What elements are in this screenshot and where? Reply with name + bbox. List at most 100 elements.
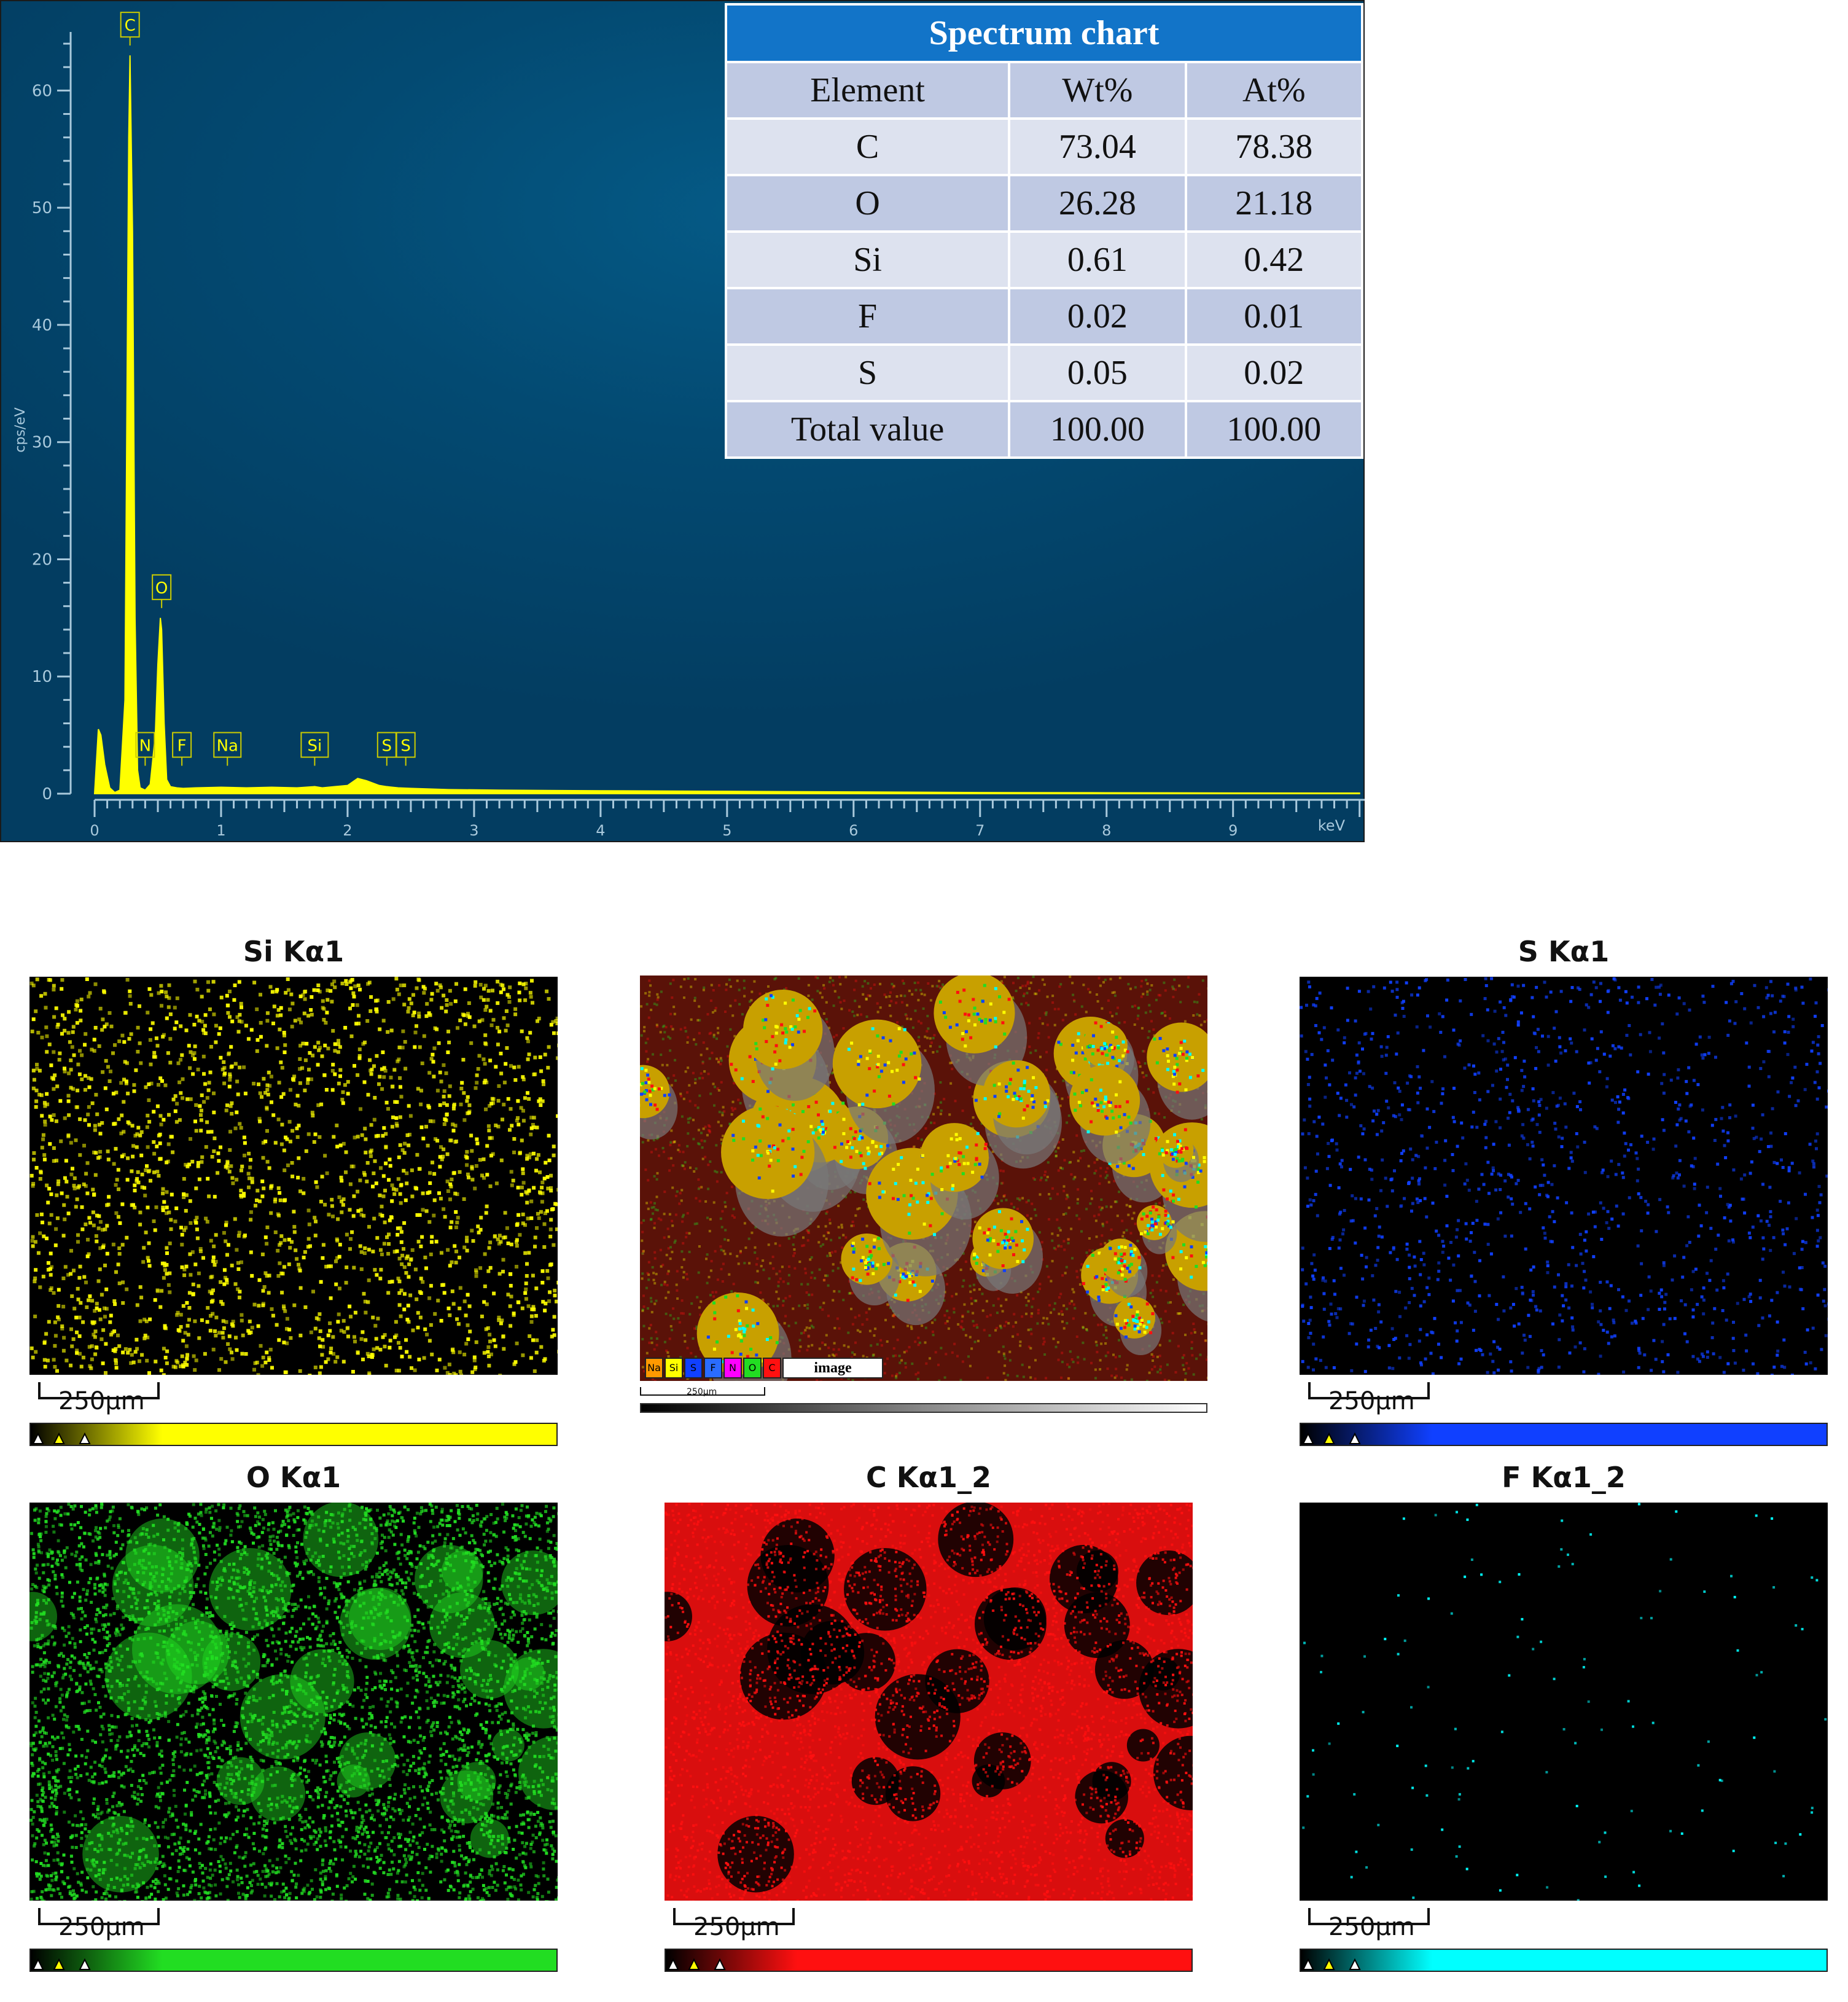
- composite-legend-item: Si: [665, 1358, 683, 1378]
- x-tick-label: 1: [216, 822, 225, 839]
- composite-legend-item: S: [684, 1358, 703, 1378]
- x-tick-label: 9: [1228, 822, 1238, 839]
- composite-color-bar: [640, 1403, 1207, 1413]
- map-f-texture: [1302, 1503, 1827, 1901]
- o-element-map: [29, 1503, 558, 1901]
- table-cell: 78.38: [1184, 117, 1364, 176]
- y-tick-label: 10: [32, 668, 52, 686]
- composite-legend-item: O: [743, 1358, 762, 1378]
- composite-layered-image: [640, 976, 1207, 1381]
- o-scale-label: 250μm: [58, 1913, 145, 1941]
- table-header-wt: Wt%: [1008, 61, 1187, 120]
- table-title: Spectrum chart: [725, 3, 1363, 63]
- y-axis-label: cps/eV: [13, 407, 28, 453]
- y-axis: 0 10 20 30 40 50 60: [32, 32, 72, 804]
- svg-text:Si: Si: [308, 737, 322, 756]
- peak-label-s: S: [376, 732, 397, 766]
- peak-label-s: S: [396, 732, 416, 766]
- color-bar-markers: [667, 1958, 726, 1970]
- peak-label-f: F: [172, 732, 192, 766]
- table-cell: 0.61: [1008, 230, 1187, 289]
- svg-text:O: O: [155, 579, 168, 598]
- s-scale-label: 250μm: [1328, 1387, 1415, 1415]
- c-element-map: [665, 1503, 1193, 1901]
- map-o-texture: [29, 1503, 558, 1901]
- table-header-element: Element: [724, 61, 1011, 120]
- peak-label-n: N: [135, 732, 155, 766]
- peak-label-si: Si: [300, 732, 329, 766]
- color-bar-markers: [1302, 1958, 1361, 1970]
- x-tick-label: 4: [596, 822, 605, 839]
- x-tick-label: 5: [722, 822, 731, 839]
- x-tick-label: 0: [90, 822, 99, 839]
- o-color-bar: [29, 1949, 558, 1972]
- spectrum-table: Spectrum chart Element Wt% At% C 73.04 78.…: [724, 3, 1364, 459]
- map-s-texture: [1300, 977, 1828, 1375]
- s-color-bar: [1300, 1423, 1828, 1446]
- composite-legend-item: C: [763, 1358, 781, 1378]
- composite-scale-bar: [640, 1387, 765, 1396]
- peak-labels: C O N F Na Si S S: [120, 12, 416, 766]
- y-tick-label: 40: [32, 316, 52, 335]
- composite-texture: [640, 976, 1207, 1381]
- x-tick-label: 6: [849, 822, 858, 839]
- c-scale-bar: [673, 1908, 795, 1925]
- svg-text:S: S: [382, 737, 392, 756]
- x-axis-label: keV: [1318, 817, 1346, 834]
- svg-text:F: F: [177, 737, 187, 756]
- f-scale-bar: [1308, 1908, 1430, 1925]
- composite-legend-label: image: [782, 1358, 883, 1378]
- table-cell: 100.00: [1008, 400, 1187, 459]
- table-cell: 0.02: [1184, 343, 1364, 402]
- svg-text:N: N: [139, 737, 151, 756]
- table-cell: C: [724, 117, 1011, 176]
- o-map-title: O Kα1: [246, 1461, 341, 1494]
- s-element-map: [1300, 977, 1828, 1375]
- table-cell: O: [724, 174, 1011, 233]
- o-scale-bar: [38, 1908, 160, 1925]
- svg-text:C: C: [125, 17, 136, 35]
- x-axis: 0 1 2 3 4 5 6 7 8 9: [90, 799, 1365, 839]
- svg-text:Na: Na: [217, 737, 238, 756]
- peak-label-o: O: [152, 574, 172, 608]
- s-scale-bar: [1308, 1382, 1430, 1399]
- si-element-map: [29, 977, 558, 1375]
- table-cell: 0.02: [1008, 287, 1187, 346]
- composite-legend-item: F: [704, 1358, 722, 1378]
- spectrum-series: [93, 55, 1360, 794]
- table-cell: F: [724, 287, 1011, 346]
- c-color-bar: [665, 1949, 1193, 1972]
- map-si-texture: [29, 977, 558, 1375]
- si-scale-bar: [38, 1382, 160, 1399]
- x-tick-label: 2: [343, 822, 352, 839]
- c-scale-label: 250μm: [693, 1913, 780, 1941]
- color-bar-markers: [1302, 1432, 1361, 1444]
- si-scale-label: 250μm: [58, 1387, 145, 1415]
- f-color-bar: [1300, 1949, 1828, 1972]
- table-cell: Total value: [724, 400, 1011, 459]
- table-cell: Si: [724, 230, 1011, 289]
- map-c-texture: [665, 1503, 1193, 1901]
- color-bar-markers: [32, 1432, 91, 1444]
- table-cell: 100.00: [1184, 400, 1364, 459]
- peak-label-na: Na: [213, 732, 242, 766]
- table-cell: 21.18: [1184, 174, 1364, 233]
- x-tick-label: 8: [1102, 822, 1111, 839]
- svg-text:S: S: [400, 737, 411, 756]
- x-tick-label: 7: [975, 822, 984, 839]
- table-cell: 73.04: [1008, 117, 1187, 176]
- x-tick-label: 3: [469, 822, 478, 839]
- table-cell: 26.28: [1008, 174, 1187, 233]
- s-map-title: S Kα1: [1518, 935, 1610, 968]
- table-header-at: At%: [1184, 61, 1364, 120]
- table-cell: S: [724, 343, 1011, 402]
- y-tick-label: 20: [32, 550, 52, 569]
- table-cell: 0.42: [1184, 230, 1364, 289]
- y-tick-label: 30: [32, 434, 52, 452]
- color-bar-markers: [32, 1958, 91, 1970]
- composite-legend-item: N: [723, 1358, 742, 1378]
- y-tick-label: 60: [32, 82, 52, 100]
- f-scale-label: 250μm: [1328, 1913, 1415, 1941]
